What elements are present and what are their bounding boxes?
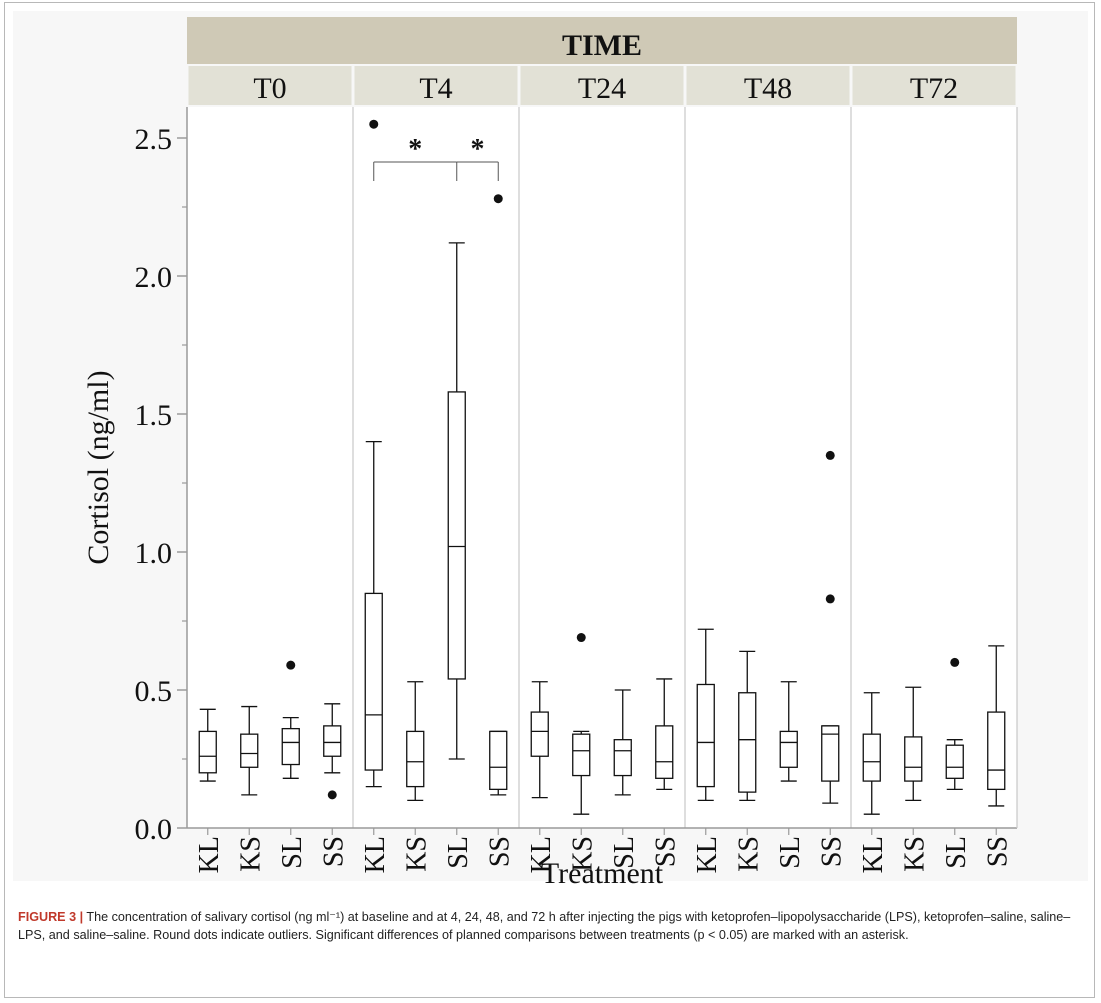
x-tick-label-t4-kl: KL [360, 836, 391, 873]
box-iqr [696, 683, 715, 788]
x-tick-label-t24-ks: KS [567, 836, 598, 872]
time-header-bar [187, 17, 1017, 64]
box-t0-sl [281, 660, 300, 779]
x-tick-label-t72-sl: SL [941, 836, 972, 869]
outlier-point [286, 660, 296, 670]
outlier-point [825, 594, 835, 604]
caption-text: The concentration of salivary cortisol (… [18, 910, 1071, 942]
box-t48-sl [779, 681, 798, 782]
y-tick-label: 1.0 [135, 537, 173, 570]
x-tick-label-t48-ks: KS [733, 836, 764, 872]
significance-asterisk: * [471, 134, 485, 165]
outlier-point [369, 119, 379, 129]
box-t4-ss [489, 194, 508, 796]
y-tick-label: 0.0 [135, 813, 173, 846]
panel-header-t4 [354, 66, 518, 105]
plot-area [187, 107, 1017, 828]
x-tick-label-t24-sl: SL [609, 836, 640, 869]
box-t72-ks [904, 686, 923, 802]
y-tick-label: 2.5 [135, 123, 173, 156]
box-iqr [779, 730, 798, 768]
box-t24-ks [572, 633, 591, 815]
x-tick-label-t72-ks: KS [899, 836, 930, 872]
box-iqr [904, 736, 923, 782]
x-tick-label-t48-sl: SL [775, 836, 806, 869]
x-tick-label-t0-kl: KL [194, 836, 225, 873]
box-iqr [198, 730, 217, 774]
box-t48-kl [696, 628, 715, 802]
x-tick-label-t48-kl: KL [692, 836, 723, 873]
box-iqr [945, 744, 964, 779]
box-t4-ks [406, 681, 425, 802]
panel-label-t24: T24 [578, 72, 626, 105]
x-tick-label-t24-ss: SS [650, 836, 681, 867]
x-tick-label-t0-ss: SS [318, 836, 349, 867]
box-iqr [987, 711, 1006, 791]
x-tick-label-t72-kl: KL [858, 836, 889, 873]
box-t0-ss [323, 703, 342, 800]
time-header-title: TIME [562, 29, 642, 62]
box-t72-kl [862, 692, 881, 815]
box-t0-ks [240, 705, 259, 796]
panel-label-t4: T4 [419, 72, 452, 105]
box-iqr [406, 730, 425, 788]
box-t0-kl [198, 708, 217, 782]
box-iqr [655, 725, 674, 779]
box-t4-sl [447, 242, 466, 760]
x-tick-label-t48-ss: SS [816, 836, 847, 867]
y-tick-label: 2.0 [135, 261, 173, 294]
panel-header-t0 [188, 66, 352, 105]
box-iqr [447, 391, 466, 680]
outlier-point [327, 790, 337, 800]
outlier-point [825, 450, 835, 460]
box-iqr [323, 725, 342, 757]
x-tick-label-t4-ss: SS [484, 836, 515, 867]
panel-label-t0: T0 [253, 72, 286, 105]
panel-label-t72: T72 [910, 72, 958, 105]
box-t4-kl [364, 119, 383, 788]
box-iqr [240, 733, 259, 768]
box-t24-ss [655, 678, 674, 791]
significance-asterisk: * [408, 134, 422, 165]
box-t48-ss [821, 450, 840, 804]
box-iqr [572, 733, 591, 777]
x-tick-label-t72-ss: SS [982, 836, 1013, 867]
x-tick-label-t0-sl: SL [277, 836, 308, 869]
box-iqr [489, 730, 508, 791]
box-iqr [530, 711, 549, 757]
x-axis-label: Treatment [541, 857, 664, 890]
y-tick-label: 1.5 [135, 399, 173, 432]
box-iqr [738, 692, 757, 793]
panel-label-t48: T48 [744, 72, 792, 105]
panel-header-t72 [852, 66, 1016, 105]
box-t24-kl [530, 681, 549, 799]
box-t48-ks [738, 650, 757, 802]
x-tick-label-t0-ks: KS [235, 836, 266, 872]
caption-label: FIGURE 3 | [18, 910, 84, 924]
box-t72-sl [945, 657, 964, 791]
y-axis-label: Cortisol (ng/ml) [82, 370, 115, 564]
y-tick-label: 0.5 [135, 675, 173, 708]
box-iqr [821, 725, 840, 782]
panel-header-t48 [686, 66, 850, 105]
figure-caption: FIGURE 3 | The concentration of salivary… [18, 908, 1078, 944]
outlier-point [493, 194, 503, 204]
x-tick-label-t4-sl: SL [443, 836, 474, 869]
outlier-point [576, 633, 586, 643]
box-t24-sl [613, 689, 632, 796]
panel-header-t24 [520, 66, 684, 105]
boxplot-chart: TIME T0 T4 T24 T48 T72 0.0 0.5 1.0 1.5 2.0 2.5 Corti… [82, 17, 1018, 890]
box-t72-ss [987, 645, 1006, 807]
box-iqr [364, 592, 383, 771]
x-tick-label-t24-kl: KL [526, 836, 557, 873]
box-iqr [281, 727, 300, 766]
x-tick-label-t4-ks: KS [401, 836, 432, 872]
outlier-point [950, 657, 960, 667]
box-iqr [613, 739, 632, 777]
box-iqr [862, 733, 881, 782]
